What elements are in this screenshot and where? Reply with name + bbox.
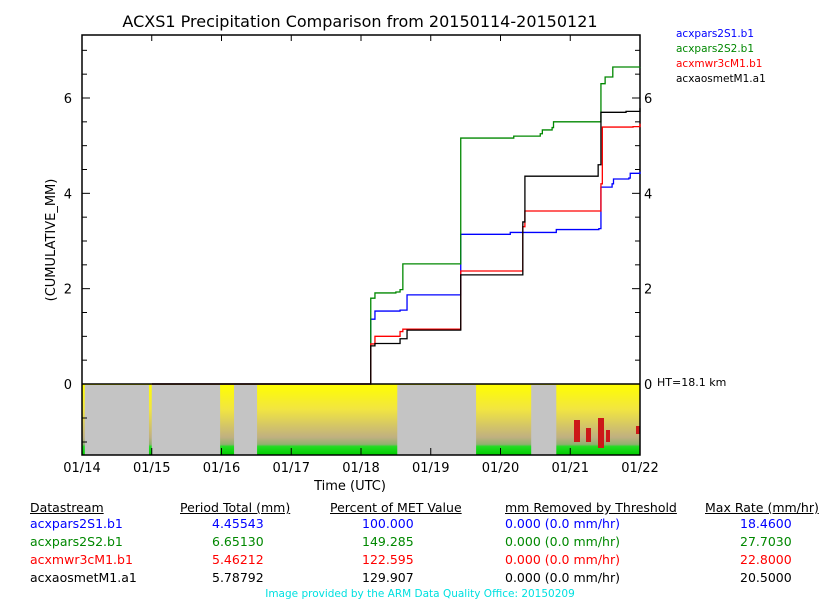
chart-title: ACXS1 Precipitation Comparison from 2015… — [122, 12, 597, 31]
curtain-missing-block — [151, 385, 221, 455]
table-cell: 122.595 — [362, 552, 414, 567]
y-tick-label: 2 — [64, 283, 72, 298]
legend-entry: acxpars2S1.b1 — [676, 28, 755, 40]
series-lines — [151, 66, 641, 385]
table-cell: 22.8000 — [740, 552, 792, 567]
table-header: Datastream — [30, 500, 104, 515]
table-cell: acxaosmetM1.a1 — [30, 570, 137, 585]
table-cell: 100.000 — [362, 516, 414, 531]
x-tick-label: 01/18 — [342, 461, 379, 476]
table-cell: acxmwr3cM1.b1 — [30, 552, 133, 567]
y-axis-label: (CUMULATIVE_MM) — [44, 179, 59, 302]
legend-entry: acxaosmetM1.a1 — [676, 73, 766, 85]
legend-entry: acxpars2S2.b1 — [676, 43, 755, 55]
cloud-radar-curtain — [82, 384, 640, 455]
curtain-echo-mark — [598, 418, 604, 448]
x-tick-label: 01/17 — [273, 461, 310, 476]
table-cell: 4.45543 — [212, 516, 264, 531]
x-tick-label: 01/22 — [621, 461, 658, 476]
table-cell: acxpars2S1.b1 — [30, 516, 123, 531]
x-tick-label: 01/15 — [133, 461, 170, 476]
legend-entry: acxmwr3cM1.b1 — [676, 58, 763, 70]
curtain-echo-mark — [606, 430, 610, 442]
table-cell: 20.5000 — [740, 570, 792, 585]
table-cell: 0.000 (0.0 mm/hr) — [505, 516, 620, 531]
table-header: Max Rate (mm/hr) — [705, 500, 819, 515]
table-cell: 6.65130 — [212, 534, 264, 549]
curtain-echo-mark — [636, 426, 640, 434]
table-cell: 0.000 (0.0 mm/hr) — [505, 534, 620, 549]
curtain-echo-mark — [574, 420, 580, 442]
footer-credit: Image provided by the ARM Data Quality O… — [265, 588, 575, 600]
series-line-acxpars2S2-b1 — [151, 66, 641, 385]
table-header: Percent of MET Value — [330, 500, 462, 515]
table-cell: 129.907 — [362, 570, 414, 585]
curtain-echo-mark — [586, 428, 591, 442]
curtain-missing-block — [234, 385, 258, 455]
series-line-acxmwr3cM1-b1 — [151, 123, 641, 385]
table-cell: 0.000 (0.0 mm/hr) — [505, 570, 620, 585]
x-tick-label: 01/20 — [482, 461, 519, 476]
right-tick-label: 2 — [644, 283, 652, 298]
curtain-height-label: HT=18.1 km — [657, 376, 726, 389]
series-line-acxpars2S1-b1 — [151, 171, 641, 385]
y-tick-label: 6 — [64, 92, 72, 107]
table-cell: 5.78792 — [212, 570, 264, 585]
right-tick-label: 6 — [644, 92, 652, 107]
x-tick-label: 01/21 — [552, 461, 589, 476]
table-cell: 18.4600 — [740, 516, 792, 531]
x-axis-label: Time (UTC) — [313, 479, 386, 494]
curtain-missing-block — [397, 385, 477, 455]
series-line-acxaosmetM1-a1 — [151, 108, 641, 385]
table-cell: acxpars2S2.b1 — [30, 534, 123, 549]
curtain-missing-block — [84, 385, 149, 455]
table-cell: 27.7030 — [740, 534, 792, 549]
table-cell: 0.000 (0.0 mm/hr) — [505, 552, 620, 567]
table-header: Period Total (mm) — [180, 500, 291, 515]
y-tick-label: 0 — [64, 378, 72, 393]
x-tick-label: 01/19 — [412, 461, 449, 476]
table-header: mm Removed by Threshold — [505, 500, 677, 515]
table-cell: 149.285 — [362, 534, 414, 549]
right-tick-label: 0 — [644, 378, 652, 393]
x-tick-label: 01/16 — [203, 461, 240, 476]
y-tick-label: 4 — [64, 187, 72, 202]
right-tick-label: 4 — [644, 187, 652, 202]
curtain-missing-block — [531, 385, 557, 455]
x-tick-label: 01/14 — [63, 461, 100, 476]
table-cell: 5.46212 — [212, 552, 264, 567]
